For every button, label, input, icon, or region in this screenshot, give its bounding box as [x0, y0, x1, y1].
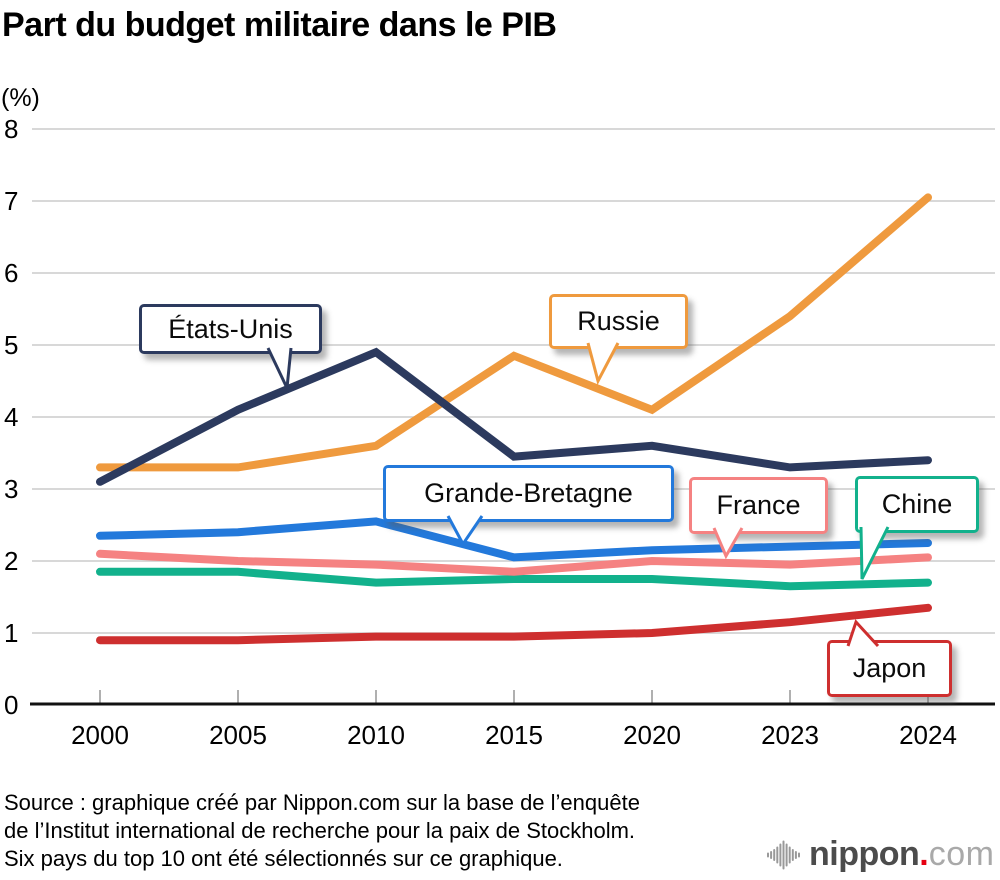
x-tick-label-2020: 2020: [623, 720, 681, 750]
nippon-com-logo: nippon . com: [766, 835, 994, 874]
logo-brand-text: nippon: [809, 835, 920, 873]
source-line-1: Source : graphique créé par Nippon.com s…: [4, 790, 640, 815]
y-tick-label-7: 7: [4, 186, 19, 216]
wave-bar: [770, 850, 773, 859]
y-tick-label-1: 1: [4, 618, 19, 648]
y-tick-label-3: 3: [4, 474, 19, 504]
y-tick-label-5: 5: [4, 330, 19, 360]
series-line-etats-unis: [96, 347, 932, 486]
wave-bar: [785, 843, 788, 866]
source-note: Source : graphique créé par Nippon.com s…: [4, 789, 640, 873]
callout-japon: Japon: [827, 619, 952, 697]
wave-bar: [773, 848, 776, 861]
x-tick-label-2010: 2010: [347, 720, 405, 750]
x-tick-label-2005: 2005: [209, 720, 267, 750]
series-line-france: [96, 549, 932, 576]
x-tick-label-2023: 2023: [761, 720, 819, 750]
wave-bar: [767, 852, 769, 857]
callout-grande-bretagne-label: Grande-Bretagne: [424, 478, 633, 508]
y-axis-unit-label: (%): [1, 84, 40, 112]
callout-grande-bretagne: Grande-Bretagne: [383, 465, 674, 547]
series-line-grande-bretagne: [96, 517, 932, 562]
wave-bar: [788, 846, 791, 863]
callout-chine: Chine: [855, 476, 979, 580]
source-line-3: Six pays du top 10 ont été sélectionnés …: [4, 846, 563, 871]
chart-title: Part du budget militaire dans le PIB: [2, 6, 557, 44]
callout-etats-unis-label: États-Unis: [168, 313, 293, 344]
callout-tail: [446, 515, 484, 547]
wave-bar: [798, 852, 800, 857]
source-line-2: de l’Institut international de recherche…: [4, 818, 636, 843]
logo-tld-text: com: [928, 835, 995, 873]
y-tick-label-6: 6: [4, 258, 19, 288]
callout-etats-unis: États-Unis: [139, 304, 322, 394]
y-tick-label-4: 4: [4, 402, 19, 432]
callout-tail: [266, 347, 293, 394]
wave-bar: [776, 846, 779, 863]
callout-france: France: [689, 477, 828, 560]
y-tick-label-8: 8: [4, 114, 19, 144]
wave-bar: [782, 840, 785, 869]
callout-russie-label: Russie: [577, 306, 660, 336]
callout-chine-label: Chine: [881, 489, 953, 519]
wave-bar: [779, 843, 782, 866]
wave-bar: [791, 848, 794, 861]
y-tick-label-2: 2: [4, 546, 19, 576]
x-tick-label-2015: 2015: [485, 720, 543, 750]
y-tick-label-0: 0: [4, 690, 19, 720]
callout-tail: [712, 527, 744, 560]
logo-red-dot: .: [919, 835, 929, 873]
callout-france-label: France: [716, 490, 801, 520]
callout-tail: [846, 619, 880, 648]
callout-russie: Russie: [549, 294, 688, 386]
callout-tail: [859, 526, 890, 580]
callout-japon-label: Japon: [852, 653, 927, 683]
series-line-japon: [96, 603, 932, 645]
x-tick-label-2024: 2024: [899, 720, 957, 750]
series-line-chine: [96, 567, 932, 591]
x-tick-label-2000: 2000: [71, 720, 129, 750]
series-line-russie: [96, 193, 932, 472]
callout-tail: [586, 342, 620, 386]
audio-wave-icon: [767, 840, 800, 869]
wave-bar: [794, 850, 797, 859]
